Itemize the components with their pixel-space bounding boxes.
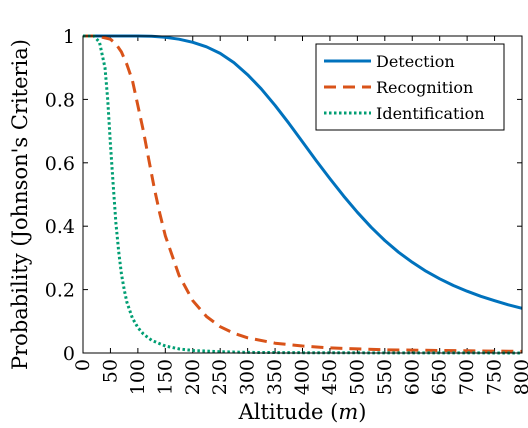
x-tick-label: 100 — [127, 359, 149, 395]
y-tick-label: 0.8 — [45, 89, 75, 111]
x-axis-title-unit: m — [338, 400, 358, 424]
x-tick-label: 650 — [429, 359, 451, 395]
x-tick-label: 750 — [484, 359, 506, 395]
x-tick-label: 800 — [511, 359, 528, 395]
x-tick-label: 500 — [346, 359, 368, 395]
x-axis-title-text: Altitude ( — [238, 400, 339, 424]
y-tick-label: 0.2 — [45, 280, 75, 302]
x-axis-title-close: ) — [358, 400, 366, 424]
tick-labels: 0 50 100 150 200 250 300 350 400 450 500 550 600 650 7… — [45, 26, 528, 395]
x-tick-label: 550 — [374, 359, 396, 395]
x-tick-label: 0 — [72, 359, 94, 371]
x-tick-label: 600 — [401, 359, 423, 395]
series-line-detection — [83, 34, 523, 310]
x-tick-label: 300 — [237, 359, 259, 395]
y-tick-label: 0.6 — [45, 153, 75, 175]
y-axis-title: Probability (Johnson's Criteria) — [8, 39, 32, 370]
x-tick-label: 700 — [456, 359, 478, 395]
x-tick-label: 400 — [292, 359, 314, 395]
x-axis-title: Altitude (m) — [238, 400, 367, 424]
y-tick-label: 0 — [63, 343, 75, 365]
x-tick-label: 450 — [319, 359, 341, 395]
y-tick-label: 1 — [63, 26, 75, 48]
legend-label-detection: Detection — [376, 52, 455, 71]
x-tick-label: 150 — [154, 359, 176, 395]
legend-label-recognition: Recognition — [376, 78, 473, 97]
legend-label-identification: Identification — [376, 104, 485, 123]
x-tick-label: 350 — [264, 359, 286, 395]
x-tick-label: 50 — [99, 359, 121, 383]
x-tick-label: 250 — [209, 359, 231, 395]
legend: Detection Recognition Identification — [315, 43, 505, 131]
x-tick-label: 200 — [182, 359, 204, 395]
series-line-recognition — [83, 34, 523, 353]
plot-frame — [82, 35, 523, 354]
y-tick-label: 0.4 — [45, 216, 75, 238]
